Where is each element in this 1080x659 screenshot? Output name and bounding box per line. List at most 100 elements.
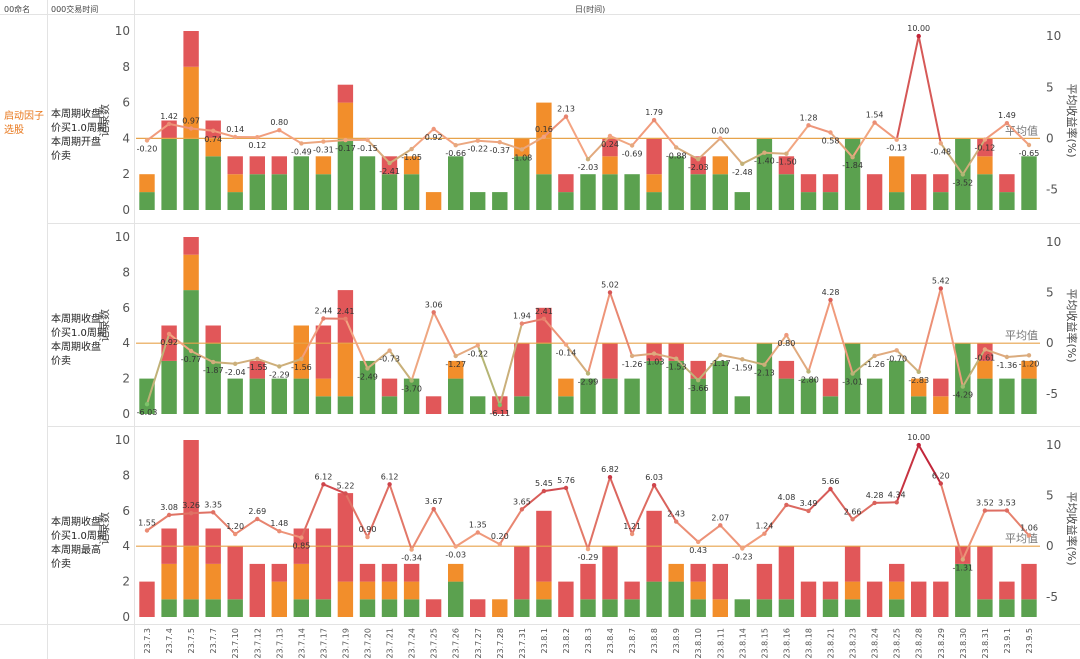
return-line-segment bbox=[895, 349, 920, 373]
return-data-label: -2.41 bbox=[379, 167, 400, 176]
return-data-label: -1.84 bbox=[842, 161, 863, 170]
left-tick-label: 10 bbox=[115, 433, 130, 447]
return-line-segment bbox=[741, 532, 766, 550]
return-point bbox=[674, 356, 679, 361]
right-tick-label: 5 bbox=[1046, 80, 1054, 94]
bar-red bbox=[470, 599, 486, 617]
bar-green bbox=[381, 174, 398, 210]
return-point bbox=[651, 351, 657, 356]
return-line-segment bbox=[146, 122, 171, 142]
return-data-label: -0.88 bbox=[666, 151, 687, 160]
return-point bbox=[497, 140, 502, 145]
return-line-segment bbox=[763, 503, 788, 535]
x-tick-label: 23.8.25 bbox=[893, 628, 902, 659]
return-line-segment bbox=[454, 531, 479, 548]
return-data-label: 6.03 bbox=[645, 473, 663, 482]
bar-orange bbox=[315, 378, 332, 397]
bar-green bbox=[227, 599, 243, 617]
bar-red bbox=[933, 581, 949, 617]
x-tick-label: 23.8.4 bbox=[606, 628, 615, 653]
bar-orange bbox=[183, 254, 199, 291]
return-line-segment bbox=[961, 348, 986, 388]
return-point bbox=[740, 546, 745, 551]
bar-red bbox=[933, 378, 949, 397]
bar-red bbox=[690, 563, 706, 582]
return-line-segment bbox=[851, 121, 876, 159]
bar-green bbox=[536, 174, 552, 210]
return-point bbox=[541, 316, 547, 321]
left-tick-label: 6 bbox=[122, 504, 130, 518]
bar-green bbox=[580, 378, 596, 414]
return-line-segment bbox=[763, 334, 788, 366]
bar-orange bbox=[337, 343, 354, 397]
bar-green bbox=[183, 138, 199, 210]
return-line-segment bbox=[432, 128, 457, 147]
return-point bbox=[718, 523, 723, 528]
return-data-label: 0.00 bbox=[711, 126, 729, 135]
return-data-label: 0.97 bbox=[182, 117, 200, 126]
return-point bbox=[299, 535, 304, 540]
bar-red bbox=[822, 581, 839, 600]
return-line-segment bbox=[278, 358, 303, 368]
bar-green bbox=[139, 378, 155, 414]
right-tick-label: -5 bbox=[1046, 590, 1058, 604]
return-point bbox=[828, 486, 833, 492]
return-line-segment bbox=[234, 357, 259, 365]
return-point bbox=[321, 139, 326, 144]
return-point bbox=[696, 378, 701, 383]
return-data-label: 4.08 bbox=[777, 493, 795, 502]
return-point bbox=[872, 353, 877, 359]
return-data-label: 0.20 bbox=[491, 532, 509, 541]
return-data-label: -3.52 bbox=[952, 178, 973, 187]
bar-green bbox=[470, 396, 486, 414]
return-data-label: -2.03 bbox=[578, 163, 599, 172]
return-data-label: -0.73 bbox=[379, 355, 400, 364]
return-point bbox=[343, 316, 348, 321]
bar-orange bbox=[712, 599, 728, 617]
bar-green bbox=[668, 581, 684, 617]
bar-red bbox=[866, 581, 883, 617]
return-point bbox=[850, 517, 855, 522]
bar-green bbox=[800, 192, 817, 210]
bar-green bbox=[249, 174, 265, 210]
return-data-label: 1.42 bbox=[160, 112, 178, 121]
return-data-label: 4.34 bbox=[888, 490, 906, 499]
return-point bbox=[916, 369, 921, 374]
bar-orange bbox=[227, 174, 243, 193]
return-point bbox=[894, 137, 899, 142]
x-tick-label: 23.8.28 bbox=[915, 628, 924, 659]
return-data-label: -1.08 bbox=[512, 153, 533, 162]
return-point bbox=[475, 530, 480, 535]
bar-green bbox=[183, 599, 199, 617]
bar-green bbox=[646, 360, 662, 414]
return-line-segment bbox=[763, 151, 788, 155]
return-data-label: -1.20 bbox=[1019, 359, 1040, 368]
bar-green bbox=[205, 343, 221, 414]
x-tick-label: 23.8.23 bbox=[849, 628, 858, 659]
bar-red bbox=[690, 156, 706, 175]
bar-green bbox=[381, 599, 398, 617]
bar-red bbox=[800, 581, 817, 617]
bar-red bbox=[425, 599, 442, 617]
return-point bbox=[696, 157, 701, 162]
return-point bbox=[453, 143, 458, 148]
return-data-label: -0.61 bbox=[975, 353, 996, 362]
return-data-label: -0.17 bbox=[335, 144, 356, 153]
return-point bbox=[409, 547, 414, 552]
return-point bbox=[519, 147, 525, 152]
bar-orange bbox=[183, 546, 199, 600]
bar-red bbox=[205, 325, 221, 344]
bar-green bbox=[911, 396, 927, 414]
bar-orange bbox=[977, 156, 993, 175]
return-line-segment bbox=[454, 139, 479, 147]
return-point bbox=[982, 347, 988, 352]
return-line-segment bbox=[565, 343, 589, 375]
return-line-segment bbox=[146, 332, 171, 406]
bar-green bbox=[359, 156, 376, 210]
return-data-label: 5.45 bbox=[535, 479, 553, 488]
return-line-segment bbox=[697, 524, 722, 543]
left-tick-label: 8 bbox=[122, 468, 130, 482]
return-data-label: 0.58 bbox=[822, 137, 840, 146]
return-line-segment bbox=[653, 119, 678, 149]
return-line-segment bbox=[1005, 509, 1030, 537]
